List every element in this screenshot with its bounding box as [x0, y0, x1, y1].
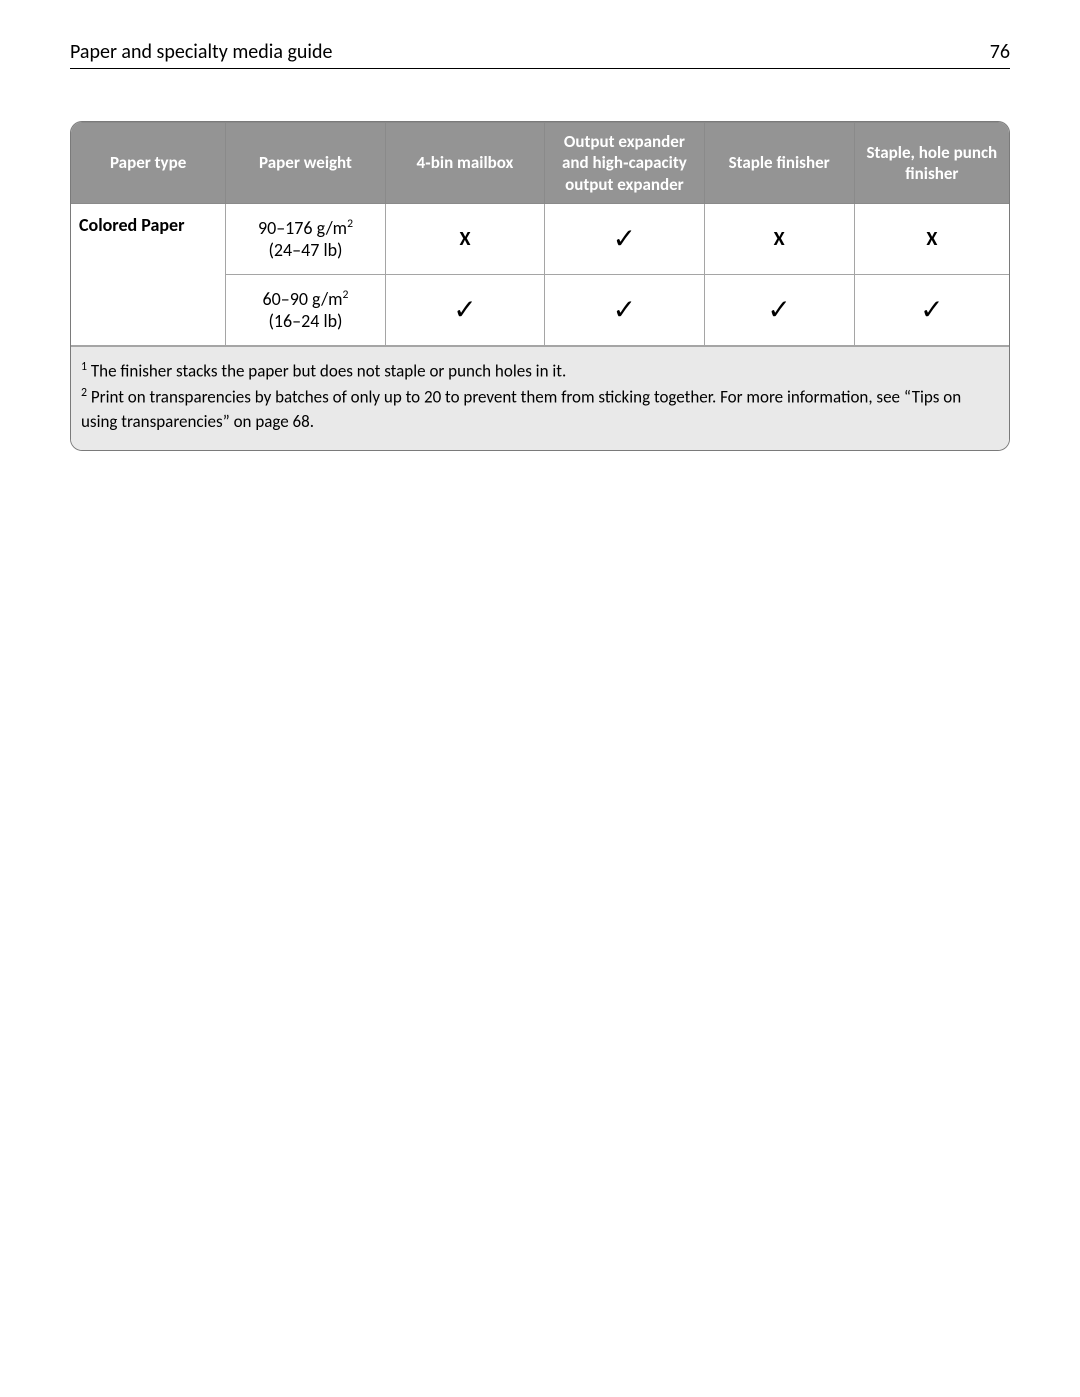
cell-staple-hole-punch: ✓ [854, 275, 1009, 346]
cell-weight: 60–90 g/m2 (16–24 lb) [226, 275, 385, 346]
cell-paper-type: Colored Paper [71, 204, 226, 346]
header-page-number: 76 [990, 40, 1010, 64]
cell-staple: X [704, 204, 854, 275]
weight-metric: 60–90 g/m2 [232, 288, 378, 311]
cell-output-expander: ✓ [545, 275, 704, 346]
footnote-1: 1 The finisher stacks the paper but does… [81, 359, 999, 383]
cell-staple-hole-punch: X [854, 204, 1009, 275]
col-paper-type: Paper type [71, 123, 226, 204]
weight-imperial: (16–24 lb) [232, 311, 378, 333]
header-title: Paper and specialty media guide [70, 40, 332, 64]
compatibility-table: Paper type Paper weight 4‑bin mailbox Ou… [71, 122, 1009, 346]
compatibility-table-frame: Paper type Paper weight 4‑bin mailbox Ou… [70, 121, 1010, 451]
weight-metric: 90–176 g/m2 [232, 217, 378, 240]
col-staple-hole-punch: Staple, hole punch finisher [854, 123, 1009, 204]
cell-4bin: X [385, 204, 544, 275]
table-header-row: Paper type Paper weight 4‑bin mailbox Ou… [71, 123, 1009, 204]
table-footnotes: 1 The finisher stacks the paper but does… [71, 346, 1009, 450]
col-4bin-mailbox: 4‑bin mailbox [385, 123, 544, 204]
cell-weight: 90–176 g/m2 (24–47 lb) [226, 204, 385, 275]
col-staple-finisher: Staple finisher [704, 123, 854, 204]
cell-output-expander: ✓ [545, 204, 704, 275]
footnote-2: 2 Print on transparencies by batches of … [81, 385, 999, 433]
table-row: Colored Paper 90–176 g/m2 (24–47 lb) X ✓… [71, 204, 1009, 275]
cell-4bin: ✓ [385, 275, 544, 346]
col-paper-weight: Paper weight [226, 123, 385, 204]
document-page: Paper and specialty media guide 76 Paper… [0, 0, 1080, 451]
col-output-expander: Output expander and high‑capacity output… [545, 123, 704, 204]
weight-imperial: (24–47 lb) [232, 240, 378, 262]
cell-staple: ✓ [704, 275, 854, 346]
page-header: Paper and specialty media guide 76 [70, 40, 1010, 69]
